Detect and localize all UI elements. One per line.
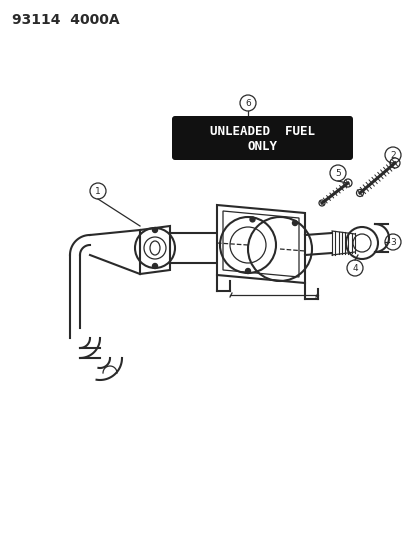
Circle shape xyxy=(245,269,250,273)
Text: 2: 2 xyxy=(389,150,395,159)
Text: 5: 5 xyxy=(334,168,340,177)
FancyBboxPatch shape xyxy=(171,116,352,160)
Text: 6: 6 xyxy=(244,99,250,108)
Text: 3: 3 xyxy=(389,238,395,246)
Circle shape xyxy=(152,228,157,232)
Text: UNLEADED  FUEL: UNLEADED FUEL xyxy=(209,125,314,138)
Text: 4: 4 xyxy=(351,263,357,272)
Circle shape xyxy=(292,221,297,225)
Text: ONLY: ONLY xyxy=(247,140,277,154)
Circle shape xyxy=(249,217,254,222)
Text: 93114  4000A: 93114 4000A xyxy=(12,13,119,27)
Text: 1: 1 xyxy=(95,187,101,196)
Circle shape xyxy=(152,263,157,269)
